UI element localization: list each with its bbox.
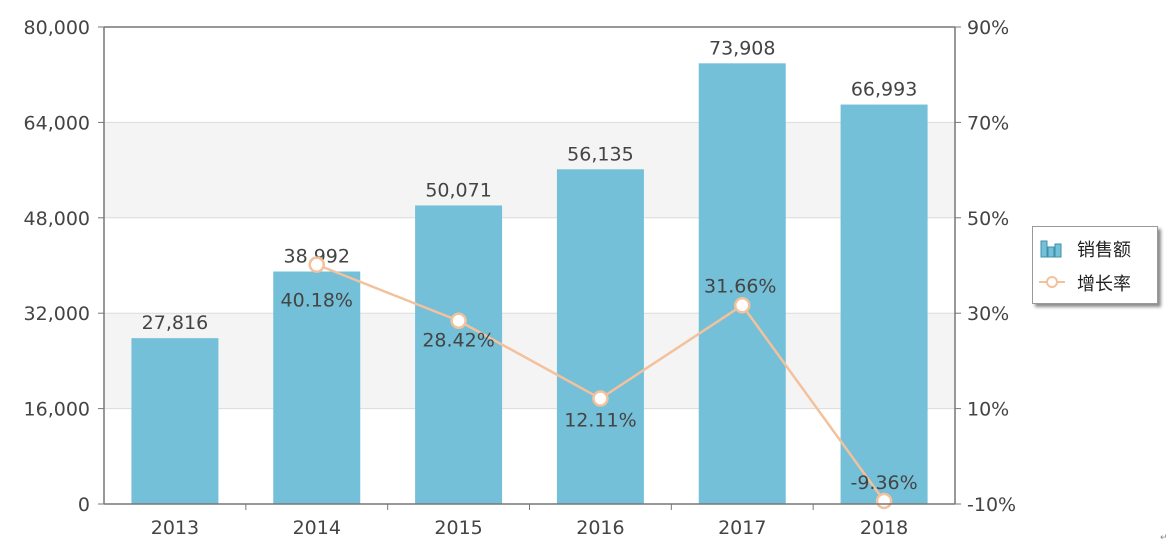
legend-label-growth: 增长率 <box>1077 274 1131 295</box>
bar-label: 73,908 <box>709 37 775 59</box>
bar-series-icon <box>1040 240 1062 258</box>
legend-label-sales: 销售额 <box>1077 240 1131 261</box>
line-label: 40.18% <box>281 290 353 312</box>
bar-series <box>131 63 928 505</box>
x-tick-label: 2013 <box>151 517 199 539</box>
bar <box>556 169 644 505</box>
line-data-labels: 40.18% 28.42% 12.11% 31.66% -9.36% <box>281 275 918 494</box>
line-point <box>450 312 467 329</box>
left-tick-label: 32,000 <box>24 303 90 325</box>
right-tick-label: 90% <box>967 17 1009 39</box>
left-tick-label: 64,000 <box>24 112 90 134</box>
corner-mark: ↵ <box>1160 533 1168 543</box>
line-point <box>308 256 325 273</box>
left-tick-label: 0 <box>78 494 90 516</box>
line-label: 31.66% <box>704 275 776 297</box>
x-axis-ticks: 2013 2014 2015 2016 2017 2018 <box>151 504 908 539</box>
grid-band <box>104 122 955 218</box>
bar <box>273 271 361 504</box>
bar <box>698 63 786 505</box>
line-series-icon <box>1039 276 1065 288</box>
bar <box>131 338 219 504</box>
bar <box>840 104 928 505</box>
x-tick-label: 2016 <box>576 517 624 539</box>
line-label: -9.36% <box>850 472 917 494</box>
legend-item-sales[interactable]: 销售额 <box>1033 233 1157 263</box>
x-tick-label: 2018 <box>860 517 908 539</box>
line-label: 12.11% <box>564 410 636 432</box>
line-point <box>875 492 893 510</box>
gridlines <box>104 121 955 410</box>
bar-label: 66,993 <box>851 79 917 101</box>
left-tick-label: 80,000 <box>24 17 90 39</box>
x-tick-label: 2014 <box>293 517 341 539</box>
axes <box>103 26 956 505</box>
line-point <box>592 390 609 407</box>
left-axis-ticks: 0 16,000 32,000 48,000 64,000 80,000 <box>24 17 104 516</box>
right-tick-label: 30% <box>967 303 1009 325</box>
x-tick-label: 2017 <box>718 517 766 539</box>
right-tick-label: 10% <box>967 399 1009 421</box>
x-tick-label: 2015 <box>434 517 482 539</box>
right-axis-ticks: -10% 10% 30% 50% 70% 90% <box>955 17 1016 516</box>
grid-bands <box>104 122 955 409</box>
legend-item-growth[interactable]: 增长率 <box>1033 267 1157 297</box>
right-tick-label: 50% <box>967 208 1009 230</box>
bar-label: 27,816 <box>142 312 208 334</box>
right-tick-label: 70% <box>967 112 1009 134</box>
legend: 销售额 增长率 <box>1032 226 1158 304</box>
line-series <box>308 256 893 510</box>
bar-label: 50,071 <box>425 179 491 201</box>
bar <box>415 205 503 504</box>
bar-label: 56,135 <box>567 143 633 165</box>
left-tick-label: 16,000 <box>24 399 90 421</box>
right-tick-label: -10% <box>967 494 1016 516</box>
line-label: 28.42% <box>422 330 494 352</box>
line-point <box>734 297 751 314</box>
left-tick-label: 48,000 <box>24 208 90 230</box>
